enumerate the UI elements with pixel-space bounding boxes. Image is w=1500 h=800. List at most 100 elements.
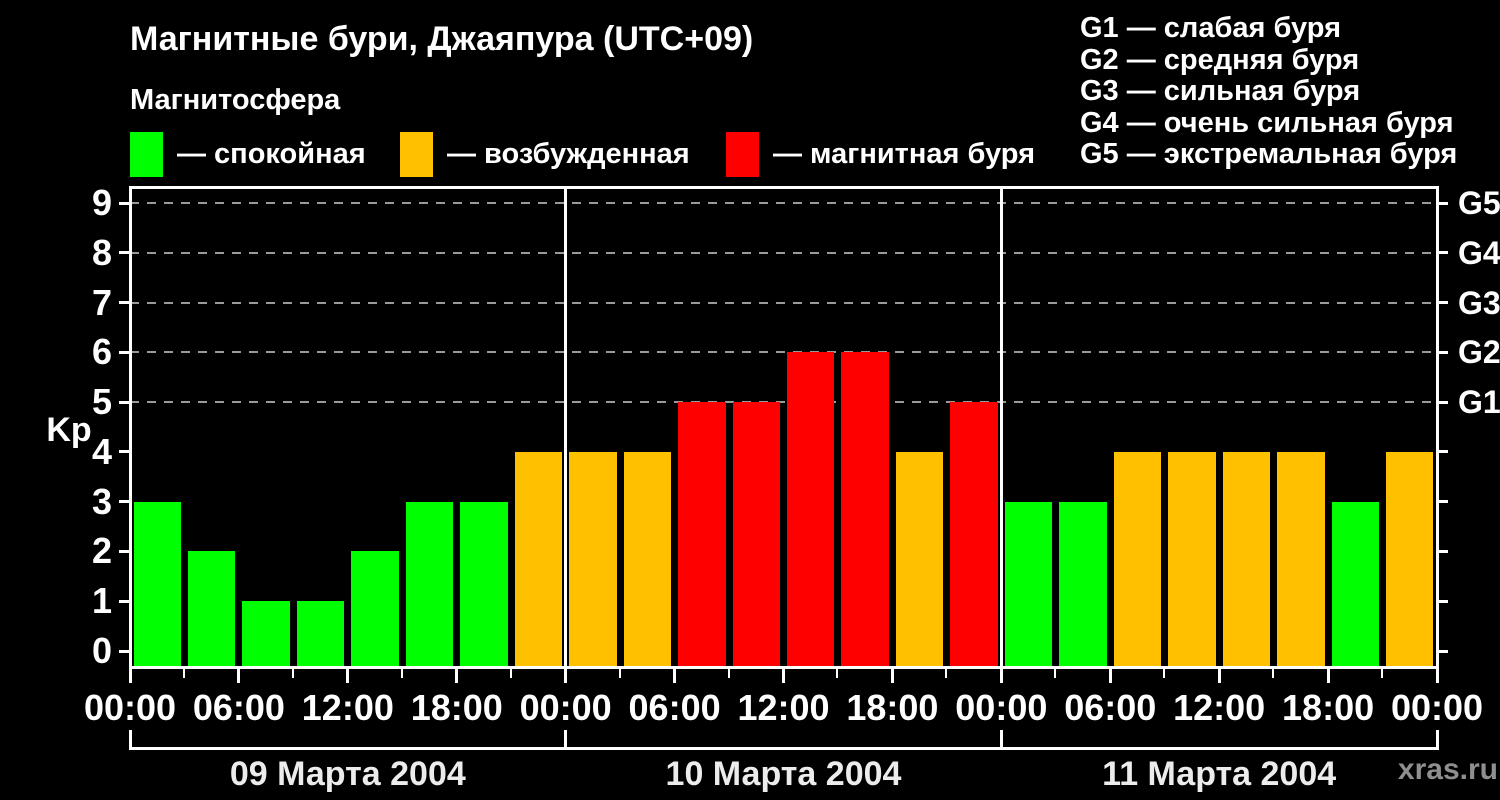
x-tick xyxy=(836,668,839,678)
x-tick xyxy=(673,668,677,683)
watermark: xras.ru xyxy=(1397,753,1498,786)
x-tick xyxy=(182,668,185,678)
y-tick-label: 6 xyxy=(91,331,112,373)
legend-item-calm: — спокойная xyxy=(130,132,366,177)
y-tick-right xyxy=(1437,649,1448,653)
x-time-label: 18:00 xyxy=(846,687,939,728)
legend-label-storm: — магнитная буря xyxy=(773,138,1036,170)
g-legend-row-g2: G2 — средняя буря xyxy=(1080,43,1360,76)
kp-bar xyxy=(895,451,944,667)
y-tick-label: 3 xyxy=(91,480,112,522)
gridline-kp-9 xyxy=(130,202,1437,204)
y-tick-right xyxy=(1437,400,1448,404)
x-tick xyxy=(1054,668,1057,678)
kp-bar xyxy=(1168,451,1216,667)
calm-color-swatch xyxy=(130,132,163,177)
y-tick xyxy=(119,301,130,305)
y-tick xyxy=(119,649,130,653)
x-tick xyxy=(890,668,894,683)
y-tick-right xyxy=(1437,251,1448,255)
legend-item-storm: — магнитная буря xyxy=(726,132,1035,177)
y-tick xyxy=(119,251,130,255)
x-time-label: 12:00 xyxy=(1173,687,1266,728)
x-tick xyxy=(999,668,1003,683)
kp-bar xyxy=(678,402,726,667)
date-bracket-tick xyxy=(1435,729,1439,750)
g-legend-row-g4: G4 — очень сильная буря xyxy=(1080,106,1454,139)
x-tick xyxy=(509,668,512,678)
kp-bar xyxy=(841,352,889,667)
y-tick xyxy=(119,450,130,454)
kp-bar xyxy=(1113,451,1162,667)
date-bracket-line xyxy=(130,746,1437,750)
kp-bar xyxy=(787,352,835,667)
x-tick xyxy=(128,668,132,683)
x-tick xyxy=(782,668,785,683)
y-tick xyxy=(119,549,130,553)
x-time-label: 00:00 xyxy=(83,687,177,728)
excited-color-swatch xyxy=(400,132,433,177)
gridline-kp-5 xyxy=(130,401,1437,404)
x-time-label: 12:00 xyxy=(301,687,394,728)
x-time-label: 00:00 xyxy=(955,687,1048,728)
kp-bar xyxy=(1277,451,1325,667)
g-legend-row-g3: G3 — сильная буря xyxy=(1080,75,1361,107)
y-tick-right xyxy=(1437,301,1448,305)
x-tick xyxy=(400,668,403,678)
legend-item-excited: — возбужденная xyxy=(400,132,690,177)
storm-color-swatch xyxy=(726,132,759,177)
date-label: 10 Марта 2004 xyxy=(665,755,902,793)
y-tick-label: 7 xyxy=(91,281,112,323)
x-time-label: 00:00 xyxy=(519,687,612,728)
chart-subtitle: Магнитосфера xyxy=(130,84,341,116)
g-legend-row-g1: G1 — слабая буря xyxy=(1080,12,1342,44)
x-tick xyxy=(1217,668,1221,683)
g-axis-label: G5 xyxy=(1458,185,1500,221)
y-tick-right xyxy=(1437,599,1448,603)
x-tick xyxy=(455,668,459,683)
x-tick xyxy=(1381,668,1384,678)
kp-bar xyxy=(1059,501,1107,667)
y-tick xyxy=(119,350,130,354)
legend-label-calm: — спокойная xyxy=(177,138,366,170)
x-time-label: 00:00 xyxy=(1390,687,1484,728)
kp-axis-title: Kp xyxy=(46,411,92,449)
y-tick-right xyxy=(1437,201,1448,205)
kp-bar xyxy=(1386,451,1434,667)
date-bracket-tick xyxy=(128,729,132,750)
kp-bar xyxy=(569,451,617,667)
x-tick xyxy=(1108,668,1112,683)
y-tick-right xyxy=(1437,549,1448,553)
y-tick xyxy=(119,400,130,404)
gridline-kp-8 xyxy=(130,251,1437,254)
g-axis-label: G4 xyxy=(1458,234,1500,271)
x-tick xyxy=(346,668,350,683)
day-separator xyxy=(999,187,1003,667)
x-tick xyxy=(1272,668,1275,678)
x-time-label: 06:00 xyxy=(1064,687,1157,728)
g-axis-label: G1 xyxy=(1458,384,1500,421)
x-tick xyxy=(291,668,294,678)
x-tick xyxy=(945,668,948,678)
kp-bar xyxy=(623,451,672,667)
page-title: Магнитные бури, Джаяпура (UTC+09) xyxy=(130,20,754,58)
kp-bar xyxy=(296,601,345,667)
date-label: 09 Марта 2004 xyxy=(229,755,466,793)
x-tick xyxy=(237,668,241,683)
kp-bar xyxy=(1222,451,1271,667)
x-time-label: 12:00 xyxy=(737,687,830,728)
x-time-label: 18:00 xyxy=(1282,687,1375,728)
kp-bar xyxy=(187,551,236,667)
kp-bar xyxy=(351,551,399,667)
gridline-kp-7 xyxy=(130,301,1437,304)
kp-bar xyxy=(1331,501,1380,667)
y-tick-label: 1 xyxy=(91,580,112,622)
kp-bar xyxy=(242,601,290,667)
kp-bar xyxy=(732,402,780,667)
x-time-label: 18:00 xyxy=(410,687,503,728)
kp-bar xyxy=(514,451,563,667)
y-tick xyxy=(119,500,130,504)
g-scale-legend: G1 — слабая буря G2 — средняя буря G3 — … xyxy=(1080,12,1457,171)
y-tick-label: 9 xyxy=(91,182,112,223)
